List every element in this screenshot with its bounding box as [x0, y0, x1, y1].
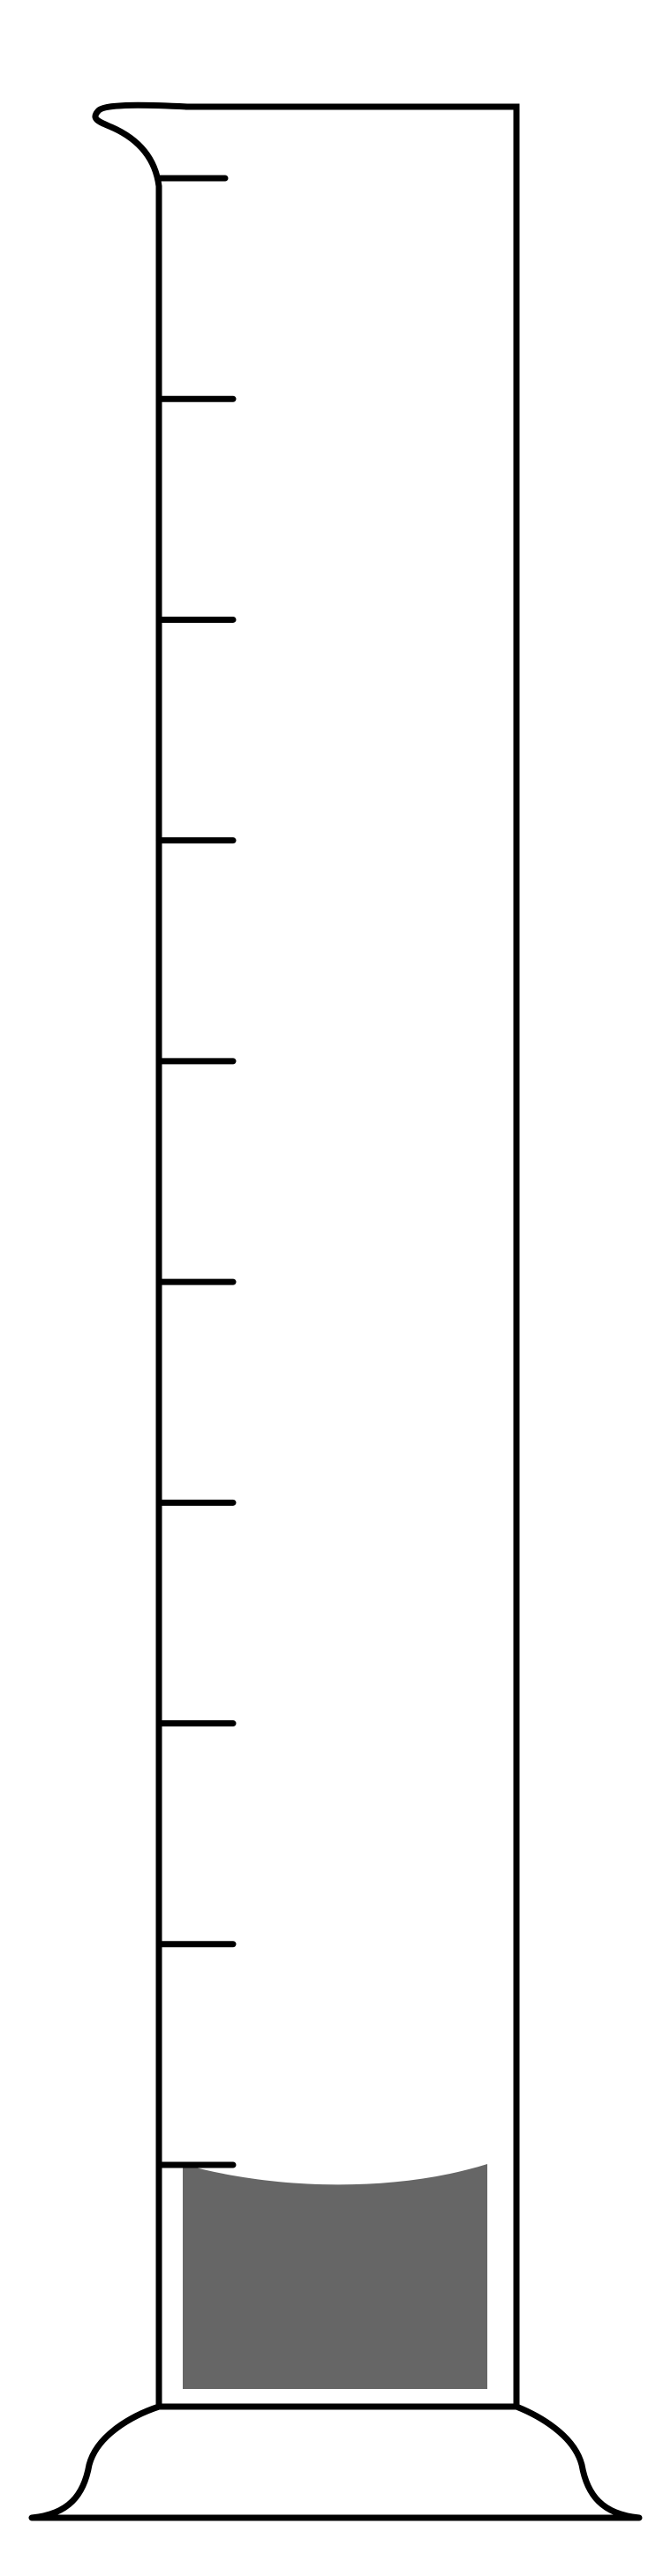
liquid-column — [183, 2164, 487, 2389]
graduation-marks — [155, 175, 237, 2168]
cylinder-spout — [92, 101, 191, 190]
cylinder-base — [28, 2403, 643, 2521]
cylinder-tube-outline — [155, 103, 520, 2410]
